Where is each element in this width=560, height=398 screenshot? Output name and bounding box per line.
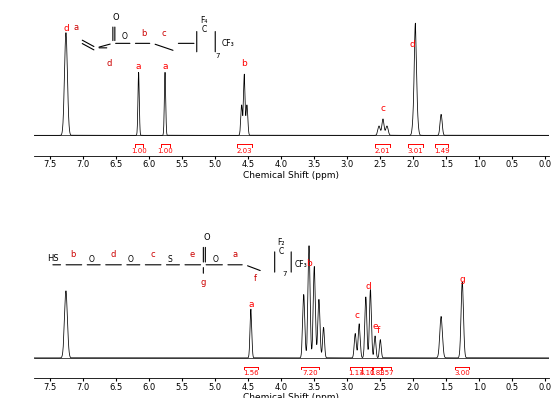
Text: c: c (380, 104, 385, 113)
Text: O: O (128, 255, 134, 263)
Text: a: a (136, 62, 141, 71)
Text: C: C (202, 25, 207, 34)
Text: 1.57: 1.57 (379, 371, 394, 377)
Text: c: c (161, 29, 166, 38)
Text: CF₃: CF₃ (222, 39, 235, 48)
Text: 1.56: 1.56 (243, 371, 259, 377)
Text: 3.00: 3.00 (454, 371, 470, 377)
Text: a: a (74, 23, 79, 32)
Text: 1.49: 1.49 (434, 148, 450, 154)
Text: 1.00: 1.00 (157, 148, 173, 154)
Text: b: b (141, 29, 147, 38)
Text: e: e (189, 250, 195, 259)
Text: S: S (168, 255, 172, 263)
Text: a: a (248, 300, 254, 308)
Text: b: b (306, 259, 312, 268)
Text: d: d (110, 250, 115, 259)
Text: 0.83: 0.83 (369, 371, 385, 377)
Text: 1.13: 1.13 (348, 371, 364, 377)
Text: CF₃: CF₃ (295, 260, 307, 269)
Text: g: g (459, 275, 465, 284)
Text: O: O (212, 255, 218, 263)
X-axis label: Chemical Shift (ppm): Chemical Shift (ppm) (243, 171, 339, 180)
Text: b: b (71, 250, 76, 259)
Text: 7: 7 (215, 53, 220, 59)
Text: HS: HS (47, 254, 58, 263)
Text: F₄: F₄ (200, 16, 208, 25)
Text: O: O (88, 255, 94, 263)
Text: g: g (200, 278, 206, 287)
Text: 4.11: 4.11 (360, 371, 375, 377)
Text: O: O (113, 13, 119, 22)
Text: f: f (253, 274, 256, 283)
Text: 7: 7 (282, 271, 287, 277)
Text: 3.01: 3.01 (408, 148, 423, 154)
Text: e: e (372, 322, 378, 331)
Text: d: d (63, 24, 69, 33)
Text: a: a (232, 250, 237, 259)
Text: f: f (377, 326, 380, 336)
Text: F₂: F₂ (278, 238, 285, 247)
Text: d: d (409, 40, 416, 49)
Text: c: c (354, 311, 360, 320)
Text: 2.03: 2.03 (236, 148, 252, 154)
Text: 2.01: 2.01 (375, 148, 390, 154)
Text: a: a (162, 62, 168, 71)
Text: O: O (203, 233, 210, 242)
X-axis label: Chemical Shift (ppm): Chemical Shift (ppm) (243, 393, 339, 398)
Text: 1.00: 1.00 (131, 148, 147, 154)
Text: C: C (279, 247, 284, 256)
Text: 7.20: 7.20 (302, 371, 318, 377)
Text: b: b (241, 59, 247, 68)
Text: d: d (366, 282, 371, 291)
Text: d: d (107, 59, 112, 68)
Text: c: c (150, 250, 155, 259)
Text: O: O (121, 31, 127, 41)
